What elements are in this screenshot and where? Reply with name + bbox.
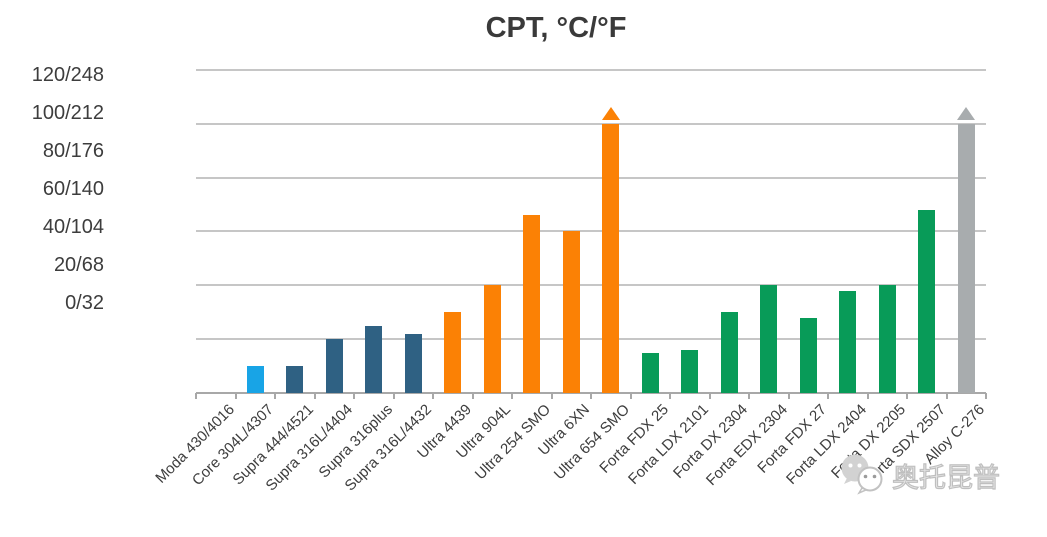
bar-ultra-4439: [444, 312, 462, 393]
gridline-20: [196, 338, 986, 341]
bar-ultra-654-smo: [602, 123, 620, 393]
x-axis-tick: [313, 393, 316, 399]
bar-forta-dx-2205: [878, 285, 896, 393]
chart-title: CPT, °C/°F: [485, 12, 627, 44]
y-tick-label: 100/212: [31, 102, 104, 124]
x-axis-tick: [985, 393, 987, 399]
bar-forta-ldx-2101: [681, 349, 699, 393]
bar-supra-316l-4404: [325, 339, 343, 393]
x-axis-tick: [590, 393, 592, 399]
x-axis-tick: [866, 393, 869, 399]
bar-forta-dx-2304: [720, 312, 738, 393]
exceeds-axis-arrow: [957, 106, 976, 120]
watermark-text: 奥托昆普: [891, 462, 1000, 493]
bar-forta-sdx-2507: [918, 209, 936, 393]
y-tick-label: 60/140: [42, 178, 104, 200]
bar-ultra-6xn: [562, 231, 580, 393]
x-axis-tick: [906, 393, 908, 399]
gridline-120: [196, 68, 986, 71]
bar-supra-316l-4432: [404, 333, 422, 393]
bar-alloy-c-276: [957, 123, 975, 393]
y-tick-label: 20/68: [53, 254, 104, 276]
bar-supra-316plus: [365, 325, 383, 393]
watermark: 奥托昆普: [838, 452, 1001, 498]
y-tick-label: 120/248: [31, 64, 104, 86]
y-tick-label: 80/176: [42, 140, 104, 162]
gridline-40: [196, 284, 986, 287]
x-axis-tick: [353, 393, 355, 399]
x-axis-tick: [471, 393, 474, 399]
x-axis-tick: [234, 393, 237, 399]
x-axis-tick: [669, 393, 671, 399]
x-axis-tick: [511, 393, 513, 399]
y-tick-label: 40/104: [42, 216, 104, 238]
bar-forta-fdx-27: [799, 317, 817, 393]
x-axis-tick: [432, 393, 434, 399]
x-axis-tick: [629, 393, 632, 399]
x-axis-tick: [748, 393, 750, 399]
x-axis-tick: [550, 393, 553, 399]
y-tick-label: 0/32: [65, 292, 104, 314]
exceeds-axis-arrow: [601, 106, 620, 120]
bar-forta-ldx-2404: [839, 290, 857, 393]
x-axis-tick: [274, 393, 276, 399]
wechat-logo-icon: [841, 454, 883, 495]
x-axis-tick: [787, 393, 790, 399]
bar-supra-444-4521: [286, 366, 304, 393]
x-axis-tick: [392, 393, 395, 399]
x-axis-tick: [708, 393, 711, 399]
bar-core-304l-4307: [246, 366, 264, 393]
gridline-60: [196, 230, 986, 233]
x-axis-tick: [945, 393, 948, 399]
bar-forta-edx-2304: [760, 285, 778, 393]
bar-ultra-904l: [483, 285, 501, 393]
bar-forta-fdx-25: [641, 352, 659, 393]
gridline-100: [196, 122, 986, 125]
bar-ultra-254-smo: [523, 215, 541, 393]
x-axis-tick: [195, 393, 197, 399]
x-axis-tick: [827, 393, 829, 399]
gridline-80: [196, 176, 986, 179]
